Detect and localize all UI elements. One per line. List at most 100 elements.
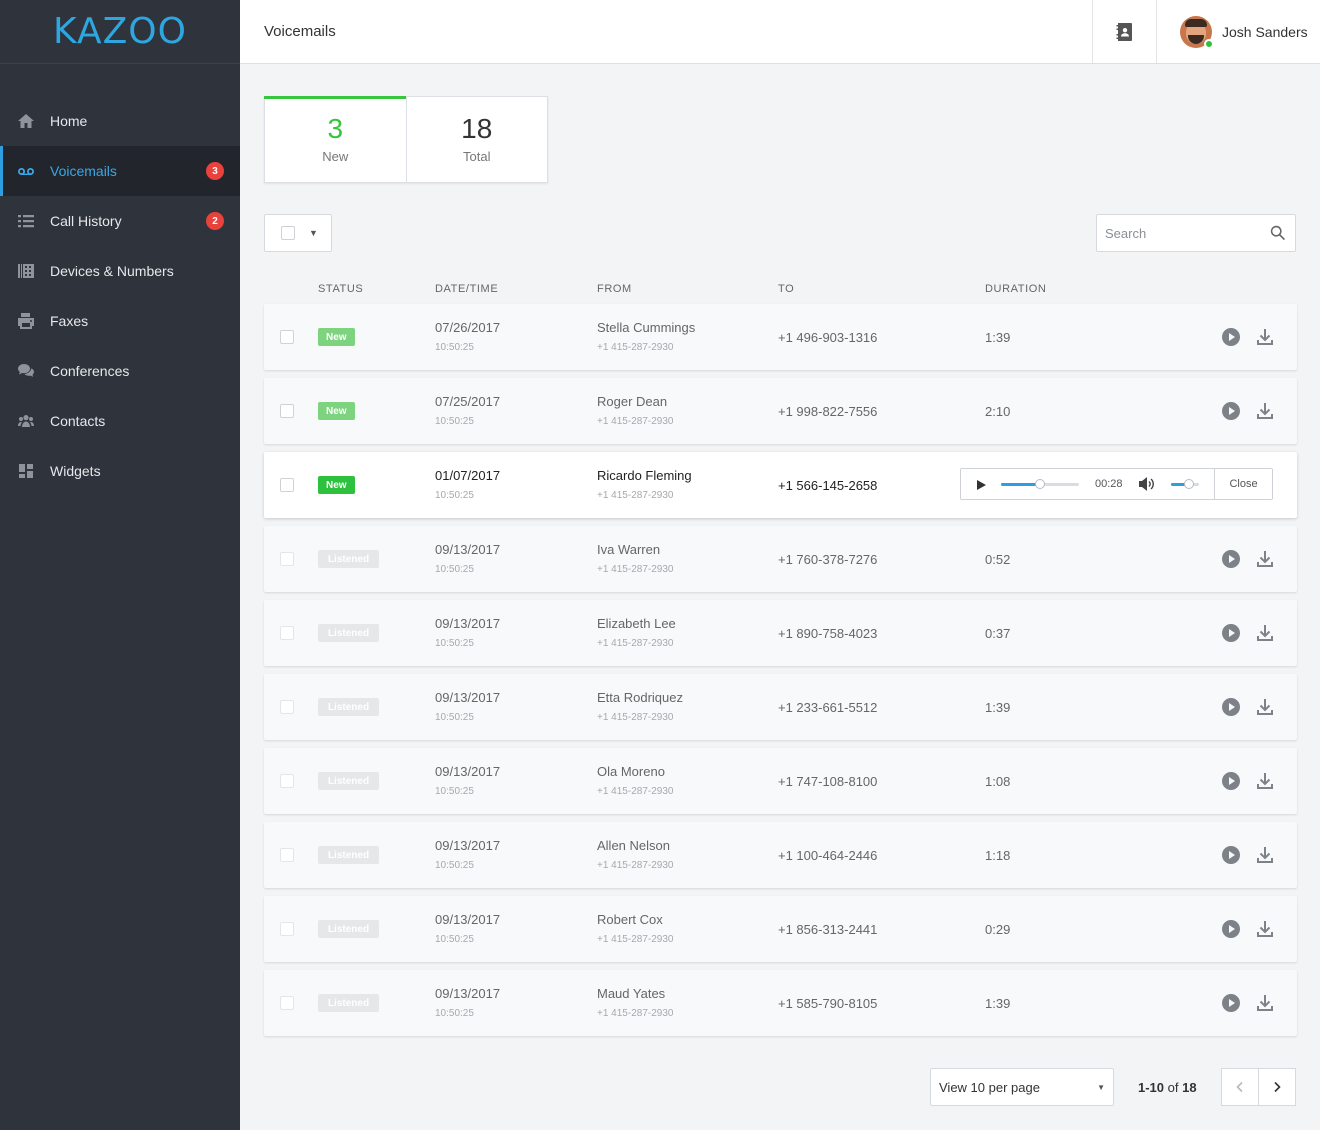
row-to-number: +1 760-378-7276 bbox=[778, 552, 878, 567]
play-icon[interactable] bbox=[1222, 328, 1240, 346]
volume-slider[interactable] bbox=[1171, 479, 1199, 489]
row-checkbox[interactable] bbox=[280, 626, 294, 640]
row-duration: 1:39 bbox=[985, 700, 1011, 715]
sidebar-item-call-history[interactable]: Call History 2 bbox=[0, 196, 240, 246]
sidebar-item-contacts[interactable]: Contacts bbox=[0, 396, 240, 446]
play-icon[interactable] bbox=[1222, 624, 1240, 642]
play-icon[interactable] bbox=[1222, 920, 1240, 938]
row-time: 10:50:25 bbox=[435, 712, 474, 723]
play-icon[interactable] bbox=[1222, 772, 1240, 790]
row-checkbox[interactable] bbox=[280, 478, 294, 492]
chevron-left-icon bbox=[1236, 1081, 1243, 1093]
column-header-datetime[interactable]: DATE/TIME bbox=[435, 283, 499, 295]
row-from-name: Stella Cummings bbox=[597, 320, 696, 335]
table-row[interactable]: Listened 09/13/2017 10:50:25 Allen Nelson +1… bbox=[264, 822, 1297, 888]
row-checkbox[interactable] bbox=[280, 552, 294, 566]
row-duration: 0:52 bbox=[985, 552, 1011, 567]
play-icon[interactable] bbox=[1222, 550, 1240, 568]
row-checkbox[interactable] bbox=[280, 996, 294, 1010]
download-icon[interactable] bbox=[1256, 402, 1274, 420]
close-player-button[interactable]: Close bbox=[1214, 469, 1272, 499]
row-time: 10:50:25 bbox=[435, 1008, 474, 1019]
row-from-name: Robert Cox bbox=[597, 912, 663, 927]
row-date: 09/13/2017 bbox=[435, 542, 501, 557]
stat-new[interactable]: 3 New bbox=[264, 96, 406, 182]
stat-new-value: 3 bbox=[327, 113, 344, 144]
contacts-icon bbox=[16, 411, 36, 431]
row-to-number: +1 233-661-5512 bbox=[778, 700, 878, 715]
sidebar-item-devices-numbers[interactable]: Devices & Numbers bbox=[0, 246, 240, 296]
row-from-number: +1 415-287-2930 bbox=[597, 342, 674, 353]
sidebar-item-widgets[interactable]: Widgets bbox=[0, 446, 240, 496]
table-row[interactable]: Listened 09/13/2017 10:50:25 Etta Rodriquez… bbox=[264, 674, 1297, 740]
table-row[interactable]: Listened 09/13/2017 10:50:25 Robert Cox +1 4… bbox=[264, 896, 1297, 962]
search-icon[interactable] bbox=[1269, 224, 1287, 242]
row-duration: 1:08 bbox=[985, 774, 1011, 789]
search-input[interactable] bbox=[1097, 215, 1267, 251]
row-checkbox[interactable] bbox=[280, 330, 294, 344]
select-all-dropdown[interactable]: ▼ bbox=[264, 214, 332, 252]
download-icon[interactable] bbox=[1256, 994, 1274, 1012]
table-row[interactable]: Listened 09/13/2017 10:50:25 Elizabeth Lee +… bbox=[264, 600, 1297, 666]
previous-page-button[interactable] bbox=[1221, 1068, 1259, 1106]
logo[interactable]: KAZOO bbox=[0, 0, 240, 64]
user-menu[interactable]: Josh Sanders bbox=[1180, 0, 1308, 63]
sidebar-item-faxes[interactable]: Faxes bbox=[0, 296, 240, 346]
table-row[interactable]: Listened 09/13/2017 10:50:25 Ola Moreno +1 4… bbox=[264, 748, 1297, 814]
row-checkbox[interactable] bbox=[280, 922, 294, 936]
download-icon[interactable] bbox=[1256, 328, 1274, 346]
table-row[interactable]: New 01/07/2017 10:50:25 Ricardo Fleming +1 4… bbox=[264, 452, 1297, 518]
sidebar: KAZOO Home Voicemails 3 Call History 2 Device… bbox=[0, 0, 240, 1130]
row-duration: 2:10 bbox=[985, 404, 1011, 419]
page-total: 18 bbox=[1182, 1080, 1197, 1095]
sidebar-item-conferences[interactable]: Conferences bbox=[0, 346, 240, 396]
table-row[interactable]: Listened 09/13/2017 10:50:25 Iva Warren +1 4… bbox=[264, 526, 1297, 592]
column-header-to[interactable]: TO bbox=[778, 283, 795, 295]
row-from-name: Iva Warren bbox=[597, 542, 661, 557]
download-icon[interactable] bbox=[1256, 698, 1274, 716]
select-all-checkbox[interactable] bbox=[281, 226, 295, 240]
search-box bbox=[1096, 214, 1296, 252]
row-to-number: +1 496-903-1316 bbox=[778, 330, 878, 345]
row-from-number: +1 415-287-2930 bbox=[597, 786, 674, 797]
table-row[interactable]: New 07/25/2017 10:50:25 Roger Dean +1 415-28… bbox=[264, 378, 1297, 444]
sidebar-item-voicemails[interactable]: Voicemails 3 bbox=[0, 146, 240, 196]
download-icon[interactable] bbox=[1256, 550, 1274, 568]
avatar bbox=[1180, 15, 1214, 49]
play-icon[interactable] bbox=[1222, 698, 1240, 716]
row-checkbox[interactable] bbox=[280, 848, 294, 862]
download-icon[interactable] bbox=[1256, 624, 1274, 642]
play-icon[interactable] bbox=[1222, 402, 1240, 420]
next-page-button[interactable] bbox=[1258, 1068, 1296, 1106]
download-icon[interactable] bbox=[1256, 772, 1274, 790]
row-checkbox[interactable] bbox=[280, 774, 294, 788]
column-header-from[interactable]: FROM bbox=[597, 283, 632, 295]
row-from-number: +1 415-287-2930 bbox=[597, 860, 674, 871]
audio-progress-slider[interactable] bbox=[1001, 479, 1079, 489]
play-icon[interactable] bbox=[1222, 846, 1240, 864]
address-book-icon bbox=[1116, 22, 1132, 41]
row-from-name: Roger Dean bbox=[597, 394, 668, 409]
download-icon[interactable] bbox=[1256, 846, 1274, 864]
play-icon[interactable] bbox=[1222, 994, 1240, 1012]
per-page-select[interactable]: View 10 per page ▼ bbox=[930, 1068, 1114, 1106]
row-date: 09/13/2017 bbox=[435, 912, 501, 927]
stat-total[interactable]: 18 Total bbox=[405, 97, 548, 182]
audio-player: 00:28 Close bbox=[960, 468, 1273, 500]
row-date: 07/26/2017 bbox=[435, 320, 501, 335]
sidebar-item-home[interactable]: Home bbox=[0, 96, 240, 146]
row-date: 07/25/2017 bbox=[435, 394, 501, 409]
table-row[interactable]: Listened 09/13/2017 10:50:25 Maud Yates +1 4… bbox=[264, 970, 1297, 1036]
download-icon[interactable] bbox=[1256, 920, 1274, 938]
volume-icon[interactable] bbox=[1138, 476, 1156, 492]
column-header-status[interactable]: STATUS bbox=[318, 283, 364, 295]
play-icon[interactable] bbox=[975, 478, 987, 490]
column-header-duration[interactable]: DURATION bbox=[985, 283, 1047, 295]
sidebar-item-label: Widgets bbox=[50, 463, 101, 479]
row-checkbox[interactable] bbox=[280, 404, 294, 418]
audio-current-time: 00:28 bbox=[1095, 478, 1123, 490]
row-checkbox[interactable] bbox=[280, 700, 294, 714]
address-book-button[interactable] bbox=[1092, 0, 1157, 63]
table-row[interactable]: New 07/26/2017 10:50:25 Stella Cummings +1 4… bbox=[264, 304, 1297, 370]
row-from-number: +1 415-287-2930 bbox=[597, 638, 674, 649]
